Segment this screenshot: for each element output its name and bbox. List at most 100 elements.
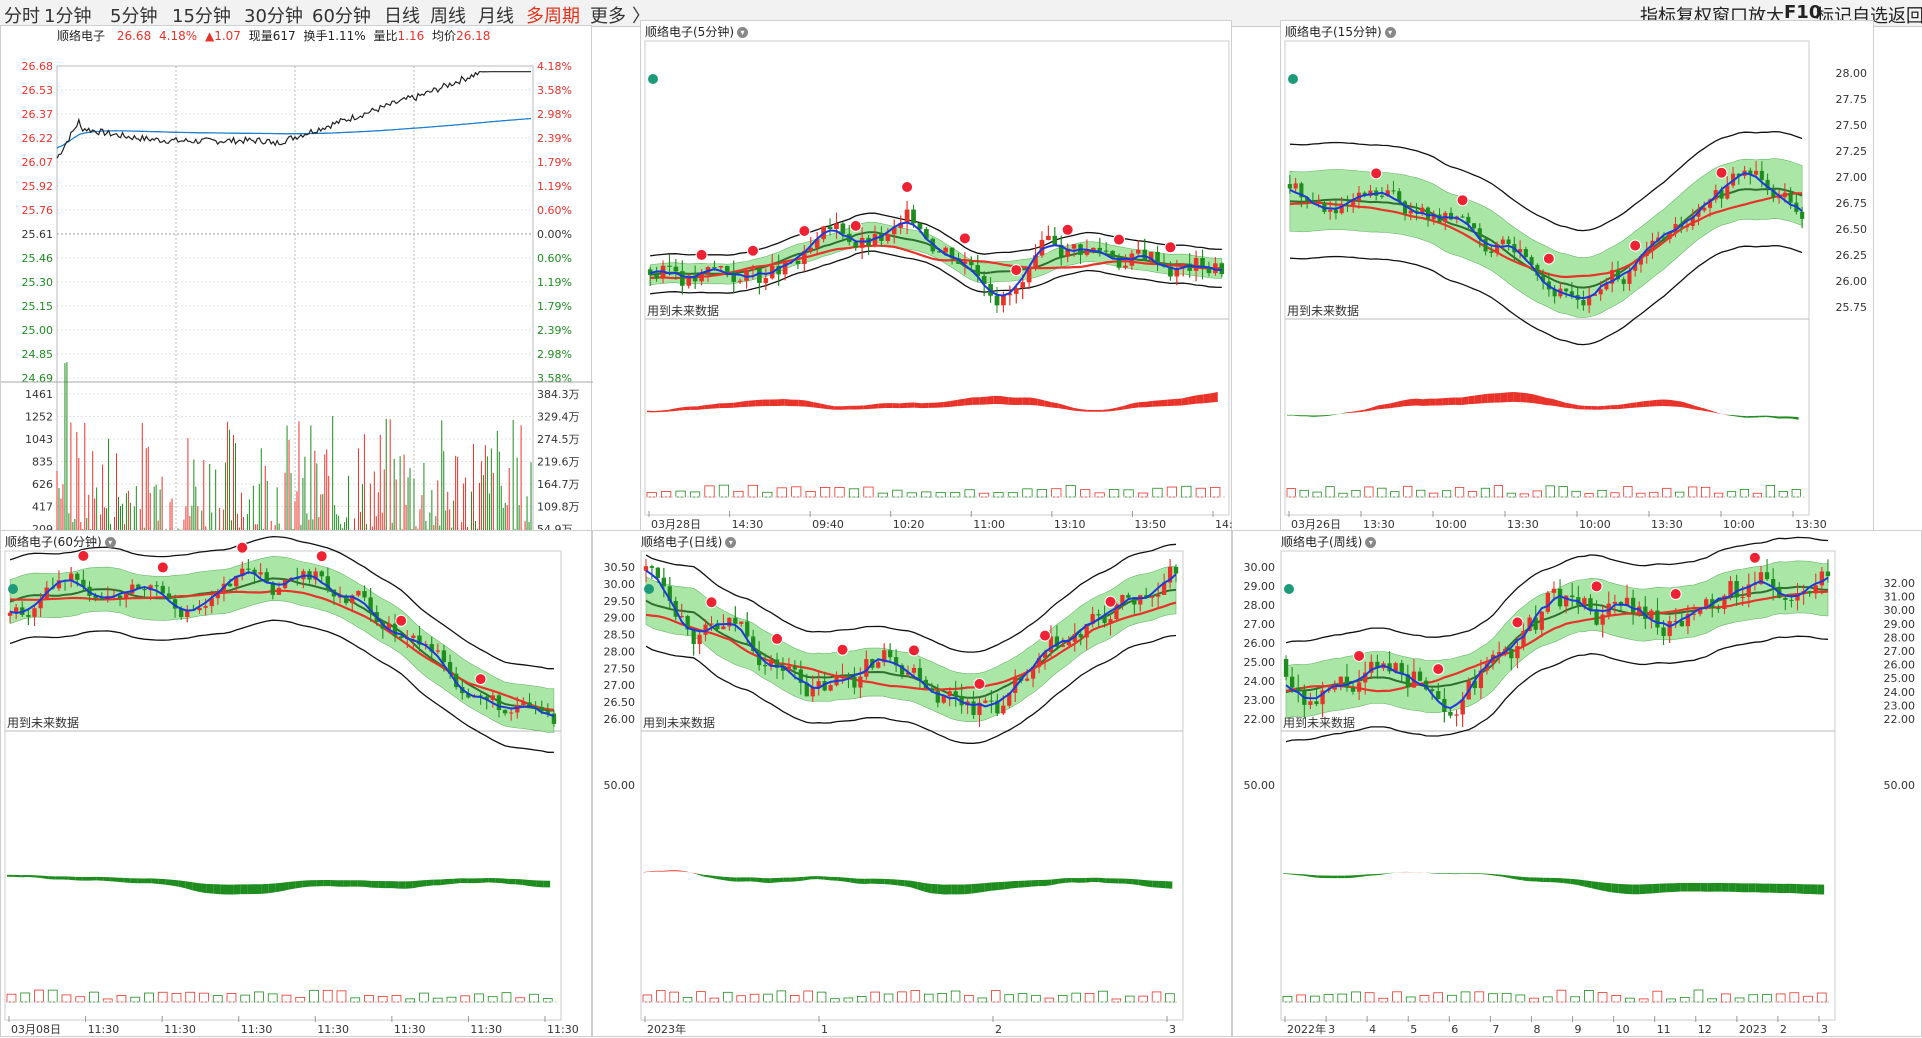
indicator-wave — [777, 878, 784, 883]
signal-marker — [1716, 167, 1727, 178]
indicator-wave — [763, 399, 770, 406]
kline-top-candle — [733, 618, 737, 624]
chart-daily[interactable]: 30.5030.0029.5029.0028.5028.0027.5027.00… — [593, 531, 1233, 1038]
indicator-bar — [1326, 487, 1334, 497]
kline-top-candle — [497, 695, 501, 710]
indicator-bar — [817, 992, 826, 1002]
time-axis-label: 2 — [995, 1023, 1002, 1036]
indicator-wave — [1695, 406, 1701, 411]
indicator-wave — [864, 405, 871, 410]
indicator-wave — [426, 880, 433, 887]
kline-top-candle — [1308, 701, 1312, 705]
indicator-bar — [1680, 997, 1689, 1002]
indicator-wave — [1052, 402, 1059, 408]
price-axis-label-right: 26.25 — [1836, 249, 1868, 262]
indicator-wave — [138, 878, 145, 883]
indicator-wave — [1653, 884, 1660, 894]
indicator-bar — [1045, 998, 1054, 1002]
down-arrow-badge — [1288, 74, 1298, 84]
indicator-wave — [1786, 416, 1792, 418]
indicator-wave — [1630, 402, 1636, 408]
indicator-wave — [1427, 873, 1434, 874]
time-axis-label: 12 — [1698, 1023, 1712, 1036]
indicator-bar — [1287, 488, 1295, 497]
kline-top-candle — [1741, 597, 1745, 598]
indicator-wave — [1501, 392, 1507, 402]
indicator-wave — [676, 407, 683, 411]
indicator-bar — [1391, 492, 1399, 497]
chart-weekly[interactable]: 30.0029.0028.0027.0026.0025.0024.0023.00… — [1233, 531, 1922, 1038]
indicator-bar — [131, 997, 140, 1002]
indicator-wave — [406, 881, 413, 889]
indicator-wave — [117, 878, 124, 883]
chevron-down-icon[interactable]: ▾ — [725, 537, 736, 548]
indicator-wave — [227, 885, 234, 895]
indicator-wave — [1386, 873, 1393, 874]
indicator-bar — [1283, 996, 1292, 1002]
signal-marker — [1114, 234, 1125, 245]
kline-top-candle — [1418, 672, 1422, 681]
indicator-wave — [1676, 401, 1682, 408]
indicator-wave — [1591, 881, 1598, 890]
indicator-wave — [998, 882, 1005, 890]
indicator-wave — [661, 410, 668, 412]
time-axis-label: 11:30 — [164, 1023, 196, 1036]
indicator-wave — [1045, 879, 1052, 885]
indicator-wave — [1637, 401, 1643, 407]
chevron-down-icon[interactable]: ▾ — [737, 27, 748, 38]
time-axis-label: 3 — [1821, 1023, 1828, 1036]
indicator-wave — [1475, 395, 1481, 404]
kline-top-candle — [362, 591, 366, 597]
time-axis-label: 11:30 — [88, 1023, 120, 1036]
kline-top-candle — [721, 626, 725, 629]
indicator-wave — [1701, 883, 1708, 892]
indicator-bar — [1546, 486, 1554, 497]
indicator-bar — [7, 994, 16, 1002]
indicator-bar — [1557, 990, 1566, 1002]
kline-top-candle — [356, 591, 360, 595]
indicator-wave — [690, 406, 697, 409]
indicator-wave — [200, 883, 207, 893]
indicator-bar — [1721, 994, 1730, 1002]
indicator-wave — [1721, 414, 1727, 415]
kline-top-candle — [1138, 595, 1142, 604]
indicator-wave — [378, 881, 385, 888]
indicator-wave — [1520, 392, 1526, 402]
indicator-bar — [351, 998, 360, 1002]
indicator-bar — [1420, 996, 1429, 1002]
indicator-bar — [1018, 994, 1027, 1002]
panel-15min[interactable]: 28.0027.8027.6027.4027.2027.0026.8026.60… — [1280, 20, 1874, 532]
kline-top-candle — [1765, 572, 1769, 579]
vol-axis-label: 164.7万 — [537, 478, 580, 491]
indicator-wave — [1530, 877, 1537, 881]
signal-marker — [959, 233, 970, 244]
indicator-wave — [1779, 416, 1785, 418]
price-axis-label: 25.46 — [22, 252, 54, 265]
indicator-wave — [777, 399, 784, 406]
indicator-wave — [316, 880, 323, 886]
chart-15min[interactable]: 28.0027.8027.6027.4027.2027.0026.8026.60… — [1281, 21, 1875, 533]
indicator-wave — [151, 878, 158, 884]
price-axis-label-right: 27.75 — [1836, 93, 1868, 106]
back-button[interactable]: 返回 — [1888, 2, 1922, 28]
indicator-bar — [1701, 487, 1709, 497]
indicator-bar — [1378, 488, 1386, 497]
price-axis-label: 25.76 — [22, 204, 54, 217]
vol-axis-label: 1252 — [25, 411, 53, 424]
kline-top-candle — [1601, 615, 1605, 625]
price-axis-label: 30.00 — [1244, 561, 1276, 574]
indicator-bar — [433, 998, 442, 1002]
chevron-down-icon[interactable]: ▾ — [105, 537, 116, 548]
chevron-down-icon[interactable]: ▾ — [1365, 537, 1376, 548]
chevron-down-icon[interactable]: ▾ — [1385, 27, 1396, 38]
indicator-wave — [849, 406, 856, 410]
intraday-panel[interactable]: 顺络电子 26.68 4.18% ▲1.07 现量617 换手1.11% 量比1… — [0, 25, 592, 532]
tab-more[interactable]: 更多 — [590, 2, 626, 28]
